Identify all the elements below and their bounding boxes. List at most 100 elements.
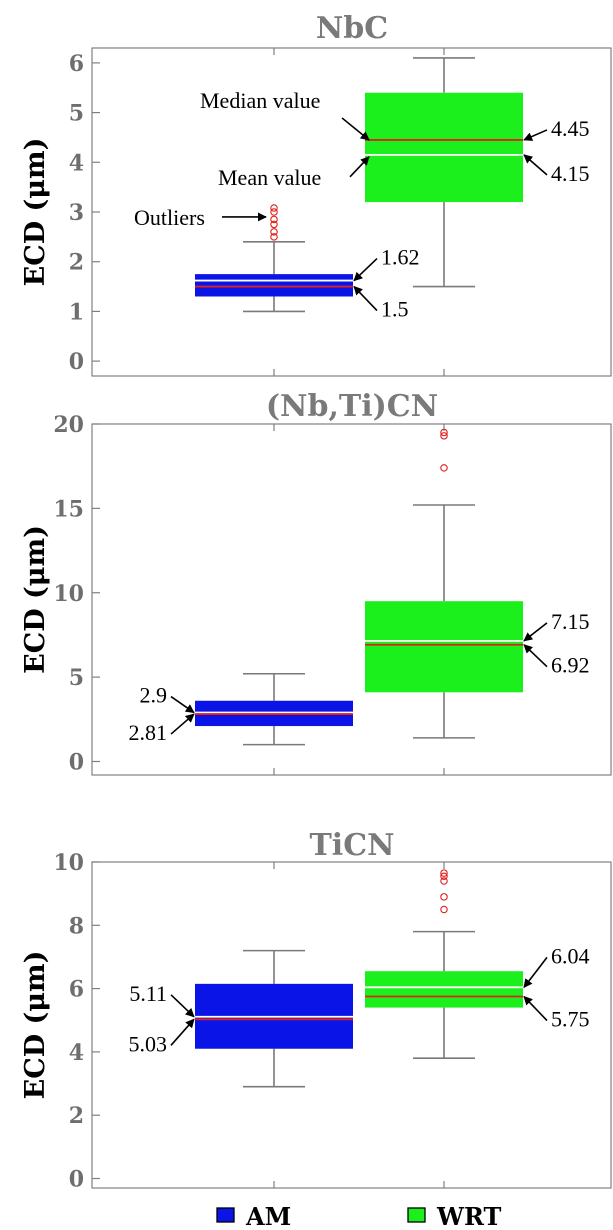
annotation-label: 1.5 <box>381 297 409 322</box>
y-tick-label: 8 <box>69 913 84 939</box>
y-tick-label: 10 <box>53 581 84 607</box>
outlier-point <box>270 233 278 241</box>
panel-1: NbC ECD (μm) 0 1 2 3 4 5 6 1.62 1.5 4.45 4.15 Median … <box>20 11 612 377</box>
callout-arrow <box>349 156 370 178</box>
annotation-label: 1.62 <box>381 245 420 270</box>
legend: AM WRT <box>216 1202 501 1230</box>
annotation-label: 6.92 <box>551 653 590 678</box>
annotation-label: 7.15 <box>551 609 590 634</box>
y-tick-label: 2 <box>69 1103 84 1129</box>
chart-title: NbC <box>316 11 388 46</box>
outlier-point <box>440 893 448 901</box>
y-tick-label: 0 <box>69 750 84 776</box>
outlier-point <box>440 869 448 877</box>
outlier-point <box>440 905 448 914</box>
annotation-arrow <box>523 995 548 1022</box>
y-tick-label: 3 <box>69 200 84 226</box>
annotation-arrow <box>353 258 378 282</box>
y-tick-label: 0 <box>69 1167 84 1193</box>
annotation-label: 5.11 <box>129 981 167 1006</box>
legend-label: AM <box>245 1202 291 1230</box>
y-tick-label: 0 <box>69 349 84 375</box>
y-tick-label: 15 <box>53 496 84 522</box>
plot-frame <box>91 423 612 776</box>
value-annotation: 6.92 <box>523 644 590 678</box>
box-am <box>195 949 353 1088</box>
y-tick-label: 2 <box>69 250 84 276</box>
y-tick-label: 1 <box>69 299 84 325</box>
annotation-label: 2.9 <box>140 683 168 708</box>
callout-mean-label: Mean value <box>218 165 321 190</box>
outlier-point <box>270 220 278 229</box>
value-annotation: 5.75 <box>523 995 590 1032</box>
legend-swatch <box>216 1207 235 1223</box>
y-axis-label: ECD (μm) <box>20 525 51 674</box>
annotation-arrow <box>170 695 195 714</box>
annotation-label: 4.45 <box>551 116 590 141</box>
value-annotation: 5.11 <box>129 981 195 1018</box>
annotation-label: 6.04 <box>551 943 590 968</box>
plot-frame <box>91 861 612 1189</box>
value-annotation: 5.03 <box>129 1018 195 1056</box>
box-iqr <box>365 971 523 1008</box>
callout-arrow <box>341 117 370 141</box>
annotation-arrow <box>170 1018 195 1046</box>
outlier-point <box>270 208 278 216</box>
box-wrt <box>365 428 523 739</box>
chart-title: (Nb,Ti)CN <box>266 389 438 424</box>
value-annotation: 6.04 <box>523 943 590 989</box>
annotation-arrow <box>523 622 548 642</box>
annotation-arrow <box>170 994 195 1018</box>
annotation-label: 2.81 <box>129 720 168 745</box>
annotation-label: 4.15 <box>551 161 590 186</box>
box-iqr <box>365 92 523 203</box>
y-tick-label: 4 <box>69 1040 84 1066</box>
legend-item-wrt: WRT <box>407 1202 501 1230</box>
annotation-label: 5.03 <box>129 1031 168 1056</box>
callout-outliers-label: Outliers <box>134 205 205 230</box>
callouts: Median value Mean value Outliers <box>134 88 370 230</box>
y-axis-label: ECD (μm) <box>20 138 51 287</box>
value-annotation: 4.45 <box>523 116 590 141</box>
value-annotation: 1.62 <box>353 245 420 282</box>
annotation-arrow <box>523 154 548 176</box>
annotation-arrow <box>170 713 195 735</box>
outlier-point <box>270 215 278 224</box>
legend-item-am: AM <box>216 1202 291 1230</box>
box-iqr <box>195 274 353 297</box>
y-tick-label: 10 <box>53 850 84 876</box>
value-annotation: 1.5 <box>353 285 409 322</box>
value-annotation: 7.15 <box>523 609 590 642</box>
annotation-arrow <box>523 644 548 668</box>
legend-label: WRT <box>436 1202 501 1230</box>
chart-title: TiCN <box>309 828 394 863</box>
y-tick-label: 5 <box>69 101 84 127</box>
value-annotation: 2.81 <box>129 713 195 745</box>
y-tick-label: 20 <box>53 412 84 438</box>
box-am <box>195 204 353 313</box>
annotation-arrow <box>523 956 548 989</box>
box-wrt <box>365 57 523 288</box>
y-tick-label: 4 <box>69 150 84 176</box>
panel-3: TiCN ECD (μm) 0 2 4 6 8 10 5.11 5.03 6.04 5.75 <box>20 828 612 1193</box>
outlier-point <box>440 464 448 472</box>
panel-2: (Nb,Ti)CN ECD (μm) 0 5 10 15 20 2.9 2.81 7.15 6.92 <box>20 389 612 776</box>
y-axis-label: ECD (μm) <box>20 951 51 1100</box>
y-tick-label: 6 <box>69 51 84 77</box>
y-tick-label: 5 <box>69 665 84 691</box>
annotation-label: 5.75 <box>551 1007 590 1032</box>
y-tick-label: 6 <box>69 977 84 1003</box>
box-wrt <box>365 869 523 1060</box>
outlier-point <box>440 877 448 885</box>
box-am <box>195 672 353 746</box>
value-annotation: 2.9 <box>140 683 195 714</box>
outlier-point <box>440 428 448 437</box>
legend-swatch <box>407 1207 426 1223</box>
annotation-arrow <box>353 285 378 312</box>
outlier-point <box>270 204 278 212</box>
annotation-arrow <box>523 129 548 141</box>
outlier-point <box>440 872 448 880</box>
outlier-point <box>270 228 278 236</box>
outlier-point <box>440 432 448 440</box>
